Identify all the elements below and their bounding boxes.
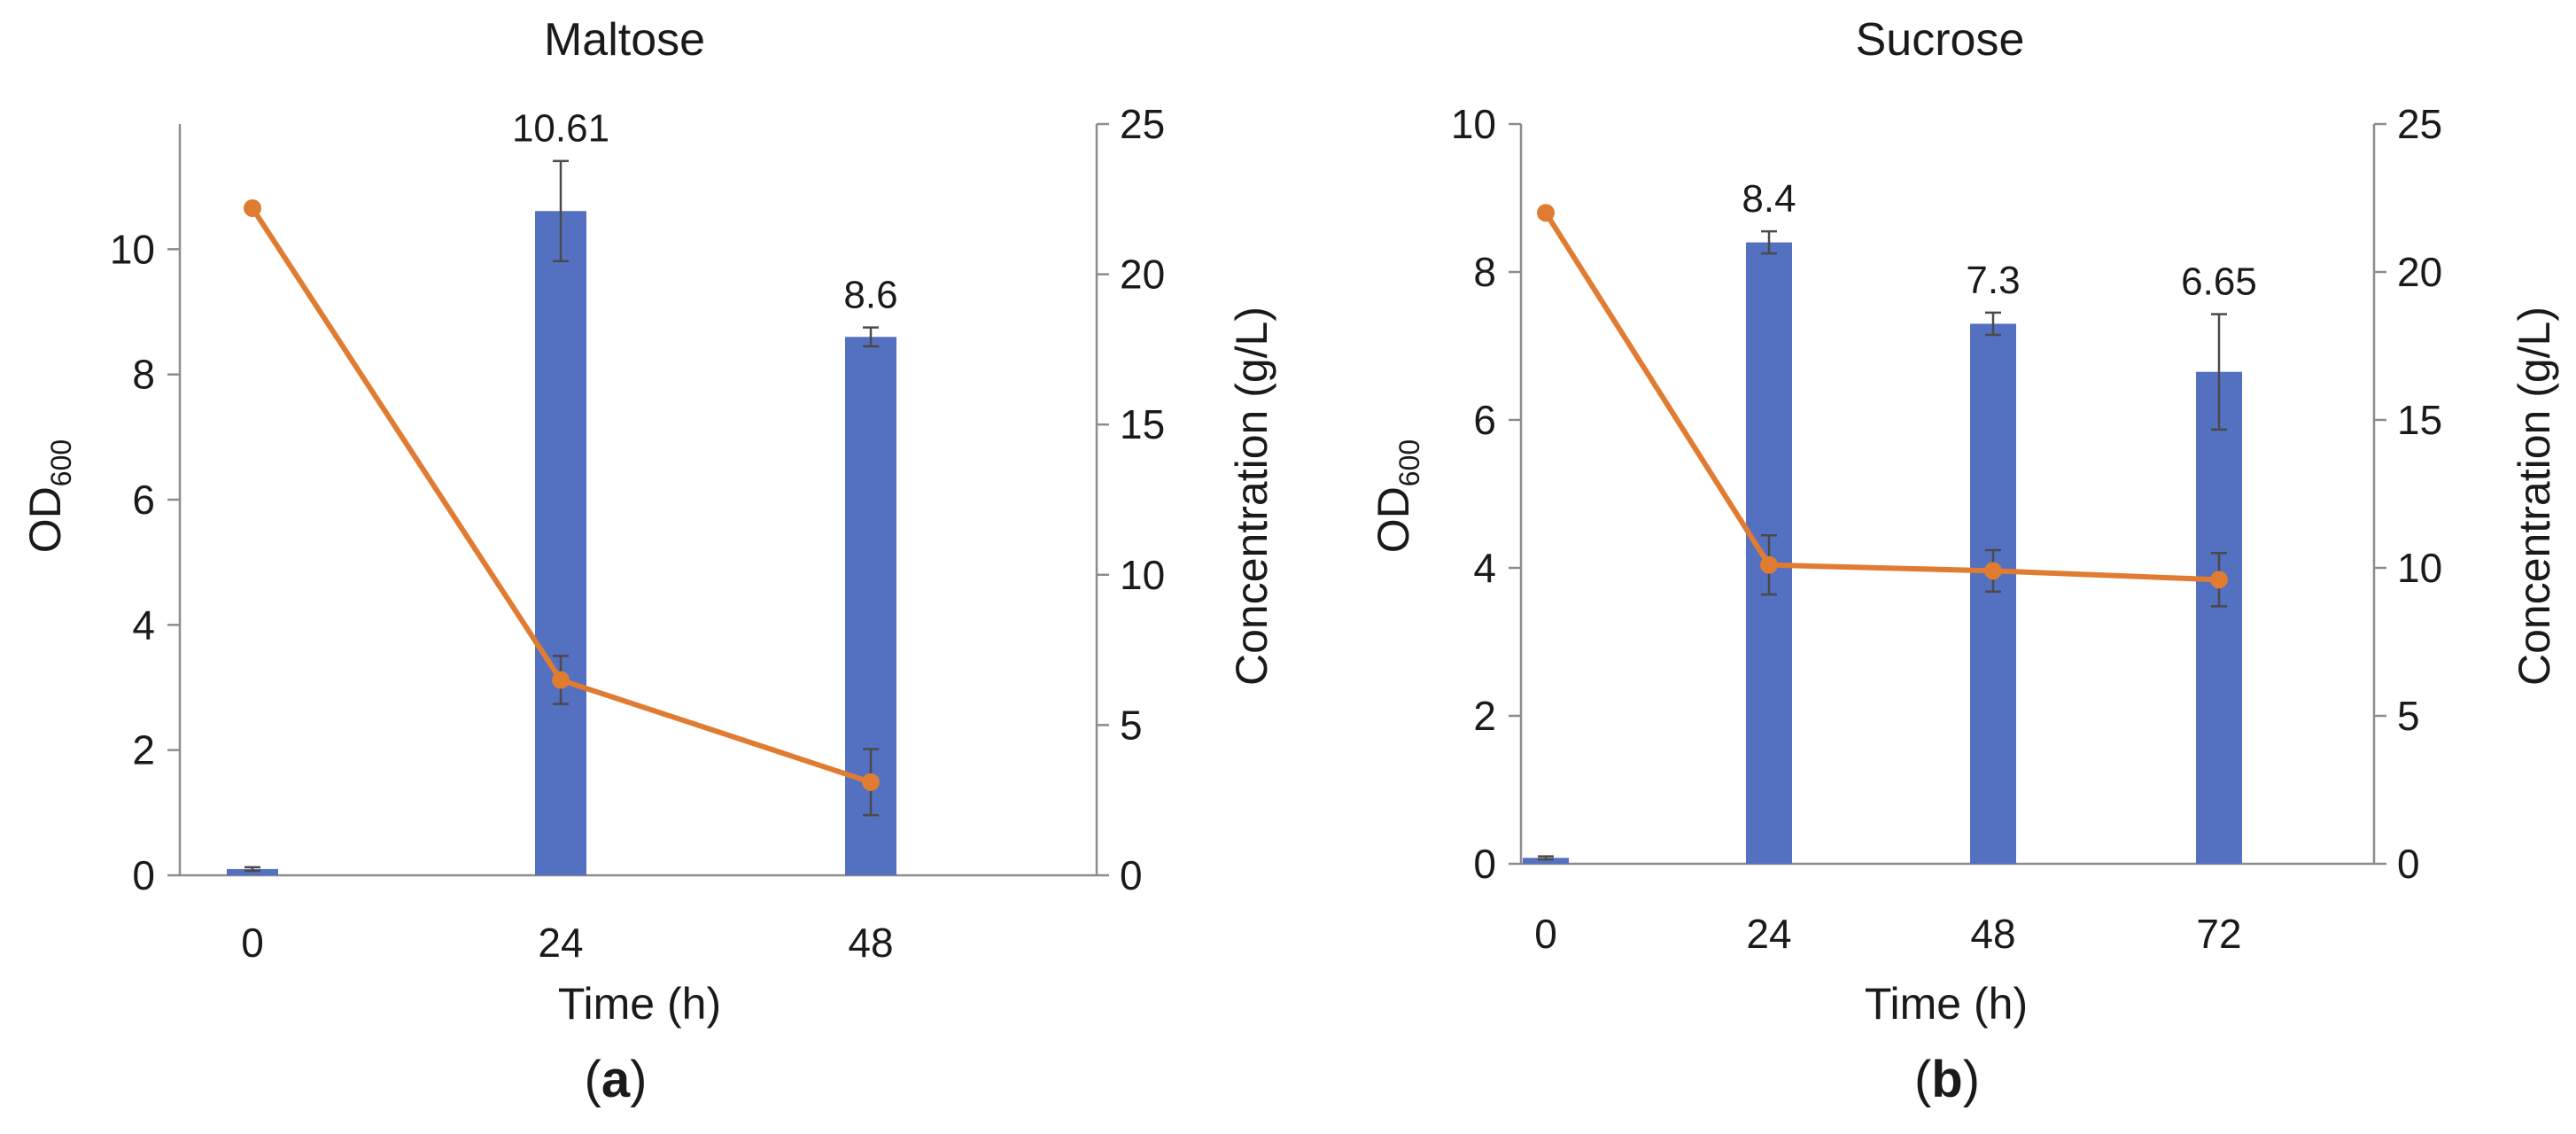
x-tick-label: 0 bbox=[241, 920, 264, 966]
y-tick-label: 2 bbox=[132, 727, 155, 773]
y2-tick-label: 10 bbox=[2397, 545, 2442, 591]
bar bbox=[227, 868, 278, 875]
panel-label-paren-open: ( bbox=[1914, 1051, 1931, 1108]
bar bbox=[2196, 371, 2242, 865]
bar bbox=[1523, 858, 1569, 864]
y-tick-label: 10 bbox=[110, 226, 155, 272]
y-tick-label: 6 bbox=[132, 477, 155, 523]
concentration-point bbox=[552, 671, 570, 689]
bar bbox=[1970, 323, 2016, 864]
panel-label: (a) bbox=[585, 1051, 648, 1108]
y-tick-label: 4 bbox=[1473, 545, 1496, 591]
concentration-point bbox=[1760, 555, 1778, 574]
y-tick-label: 4 bbox=[132, 602, 155, 648]
y2-tick-label: 10 bbox=[1120, 552, 1165, 598]
y-axis-label-subscript: 600 bbox=[1393, 439, 1425, 486]
y-tick-label: 0 bbox=[132, 852, 155, 898]
bar-data-label: 6.65 bbox=[2181, 260, 2257, 304]
concentration-point bbox=[1537, 204, 1555, 222]
x-tick-label: 24 bbox=[1746, 911, 1791, 957]
y2-tick-label: 5 bbox=[1120, 702, 1143, 748]
x-tick-label: 24 bbox=[538, 920, 583, 966]
y-tick-label: 8 bbox=[132, 352, 155, 398]
bar bbox=[535, 211, 586, 875]
y2-tick-label: 0 bbox=[1120, 852, 1143, 898]
concentration-point bbox=[862, 773, 880, 791]
y-axis-label-subscript: 600 bbox=[45, 439, 77, 486]
y-tick-label: 10 bbox=[1451, 101, 1496, 147]
x-tick-label: 48 bbox=[1970, 911, 2015, 957]
y2-axis-label: Concentration (g/L) bbox=[2510, 307, 2559, 686]
chart-title: Maltose bbox=[544, 14, 705, 66]
y-axis-label-main: OD bbox=[1369, 486, 1418, 553]
y-tick-label: 2 bbox=[1473, 693, 1496, 739]
y2-axis-label: Concentration (g/L) bbox=[1227, 307, 1276, 686]
y2-tick-label: 0 bbox=[2397, 841, 2420, 887]
y-axis-label: OD600 bbox=[1369, 439, 1425, 553]
panel-label-paren-close: ) bbox=[1963, 1051, 1980, 1108]
y-axis-label-main: OD bbox=[20, 486, 70, 553]
bar-data-label: 8.6 bbox=[843, 274, 897, 317]
y-axis-label: OD600 bbox=[20, 439, 77, 553]
y-tick-label: 0 bbox=[1473, 841, 1496, 887]
concentration-point bbox=[244, 198, 261, 217]
panel-label-letter: a bbox=[601, 1051, 631, 1108]
y-tick-label: 6 bbox=[1473, 397, 1496, 443]
y2-tick-label: 20 bbox=[2397, 249, 2442, 295]
panel-label-paren-close: ) bbox=[630, 1051, 647, 1108]
y2-tick-label: 15 bbox=[1120, 401, 1165, 447]
y-tick-label: 8 bbox=[1473, 249, 1496, 295]
y2-tick-label: 25 bbox=[1120, 101, 1165, 147]
y2-tick-label: 25 bbox=[2397, 101, 2442, 147]
bar-data-label: 7.3 bbox=[1966, 259, 2020, 302]
x-tick-label: 0 bbox=[1534, 911, 1557, 957]
concentration-point bbox=[2210, 571, 2228, 589]
x-axis-label: Time (h) bbox=[558, 979, 721, 1029]
y2-tick-label: 5 bbox=[2397, 693, 2420, 739]
y2-tick-label: 20 bbox=[1120, 252, 1165, 298]
concentration-line bbox=[1543, 211, 2220, 583]
panel-label-letter: b bbox=[1931, 1051, 1962, 1108]
bar-data-label: 10.61 bbox=[512, 107, 609, 151]
x-tick-label: 48 bbox=[848, 920, 893, 966]
x-tick-label: 72 bbox=[2196, 911, 2241, 957]
concentration-point bbox=[1984, 562, 2002, 580]
panel-label: (b) bbox=[1914, 1051, 1980, 1108]
chart-title: Sucrose bbox=[1856, 14, 2025, 66]
x-axis-label: Time (h) bbox=[1865, 979, 2028, 1029]
panel-label-paren-open: ( bbox=[585, 1051, 601, 1108]
bar-data-label: 8.4 bbox=[1742, 177, 1796, 221]
y2-tick-label: 15 bbox=[2397, 397, 2442, 443]
